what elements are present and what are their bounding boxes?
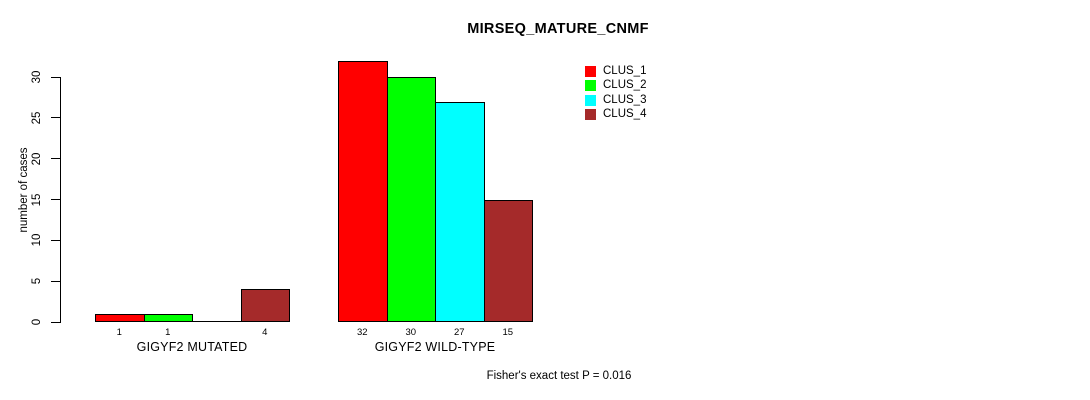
legend: CLUS_1 CLUS_2 CLUS_3 CLUS_4: [585, 65, 647, 124]
bar-value-label: 1: [165, 327, 171, 338]
y-tick-mark: [51, 76, 60, 78]
bar-clus_3-group2: [435, 101, 485, 322]
legend-swatch: [585, 66, 596, 77]
legend-item: CLUS_4: [585, 108, 647, 121]
y-tick-mark: [51, 321, 60, 323]
bar-clus_1-group1: [95, 313, 145, 322]
bar-clus_3-group1-zero: [192, 321, 242, 322]
legend-item: CLUS_1: [585, 65, 647, 77]
bar-value-label: 4: [262, 327, 268, 338]
bar-value-label: 30: [405, 327, 417, 338]
chart-title: MIRSEQ_MATURE_CNMF: [467, 21, 649, 37]
y-tick-label: 5: [31, 277, 43, 285]
y-axis-line: [60, 77, 61, 323]
y-tick-mark: [51, 117, 60, 119]
bar-value-label: 27: [453, 327, 465, 338]
bar-clus_4-group2: [483, 199, 533, 322]
legend-swatch: [585, 109, 596, 121]
x-category-label: GIGYF2 WILD-TYPE: [374, 340, 496, 354]
bar-value-label: 15: [502, 327, 514, 338]
x-category-label: GIGYF2 MUTATED: [136, 340, 248, 354]
legend-item: CLUS_2: [585, 79, 647, 92]
legend-swatch: [585, 94, 596, 106]
y-tick-label: 10: [31, 233, 43, 247]
bar-value-label: 32: [356, 327, 368, 338]
legend-label: CLUS_2: [603, 79, 647, 92]
y-tick-mark: [51, 280, 60, 282]
legend-label: CLUS_4: [603, 108, 647, 121]
y-tick-label: 25: [31, 111, 43, 125]
bar-clus_2-group1: [143, 313, 193, 322]
legend-item: CLUS_3: [585, 93, 647, 106]
y-axis-label: number of cases: [18, 147, 30, 233]
y-tick-label: 30: [31, 70, 43, 84]
y-tick-mark: [51, 239, 60, 241]
y-tick-mark: [51, 199, 60, 200]
bar-clus_4-group1: [240, 289, 290, 322]
y-tick-label: 20: [31, 152, 43, 166]
y-tick-label: 15: [31, 193, 43, 206]
bar-clus_2-group2: [386, 77, 436, 322]
legend-label: CLUS_3: [603, 93, 647, 106]
y-tick-mark: [51, 158, 60, 160]
legend-label: CLUS_1: [603, 65, 647, 77]
bar-clus_1-group2: [338, 60, 388, 322]
bar-value-label: 1: [116, 327, 122, 338]
legend-swatch: [585, 80, 596, 92]
y-tick-label: 0: [31, 318, 43, 326]
annotation-text: Fisher's exact test P = 0.016: [486, 370, 632, 382]
